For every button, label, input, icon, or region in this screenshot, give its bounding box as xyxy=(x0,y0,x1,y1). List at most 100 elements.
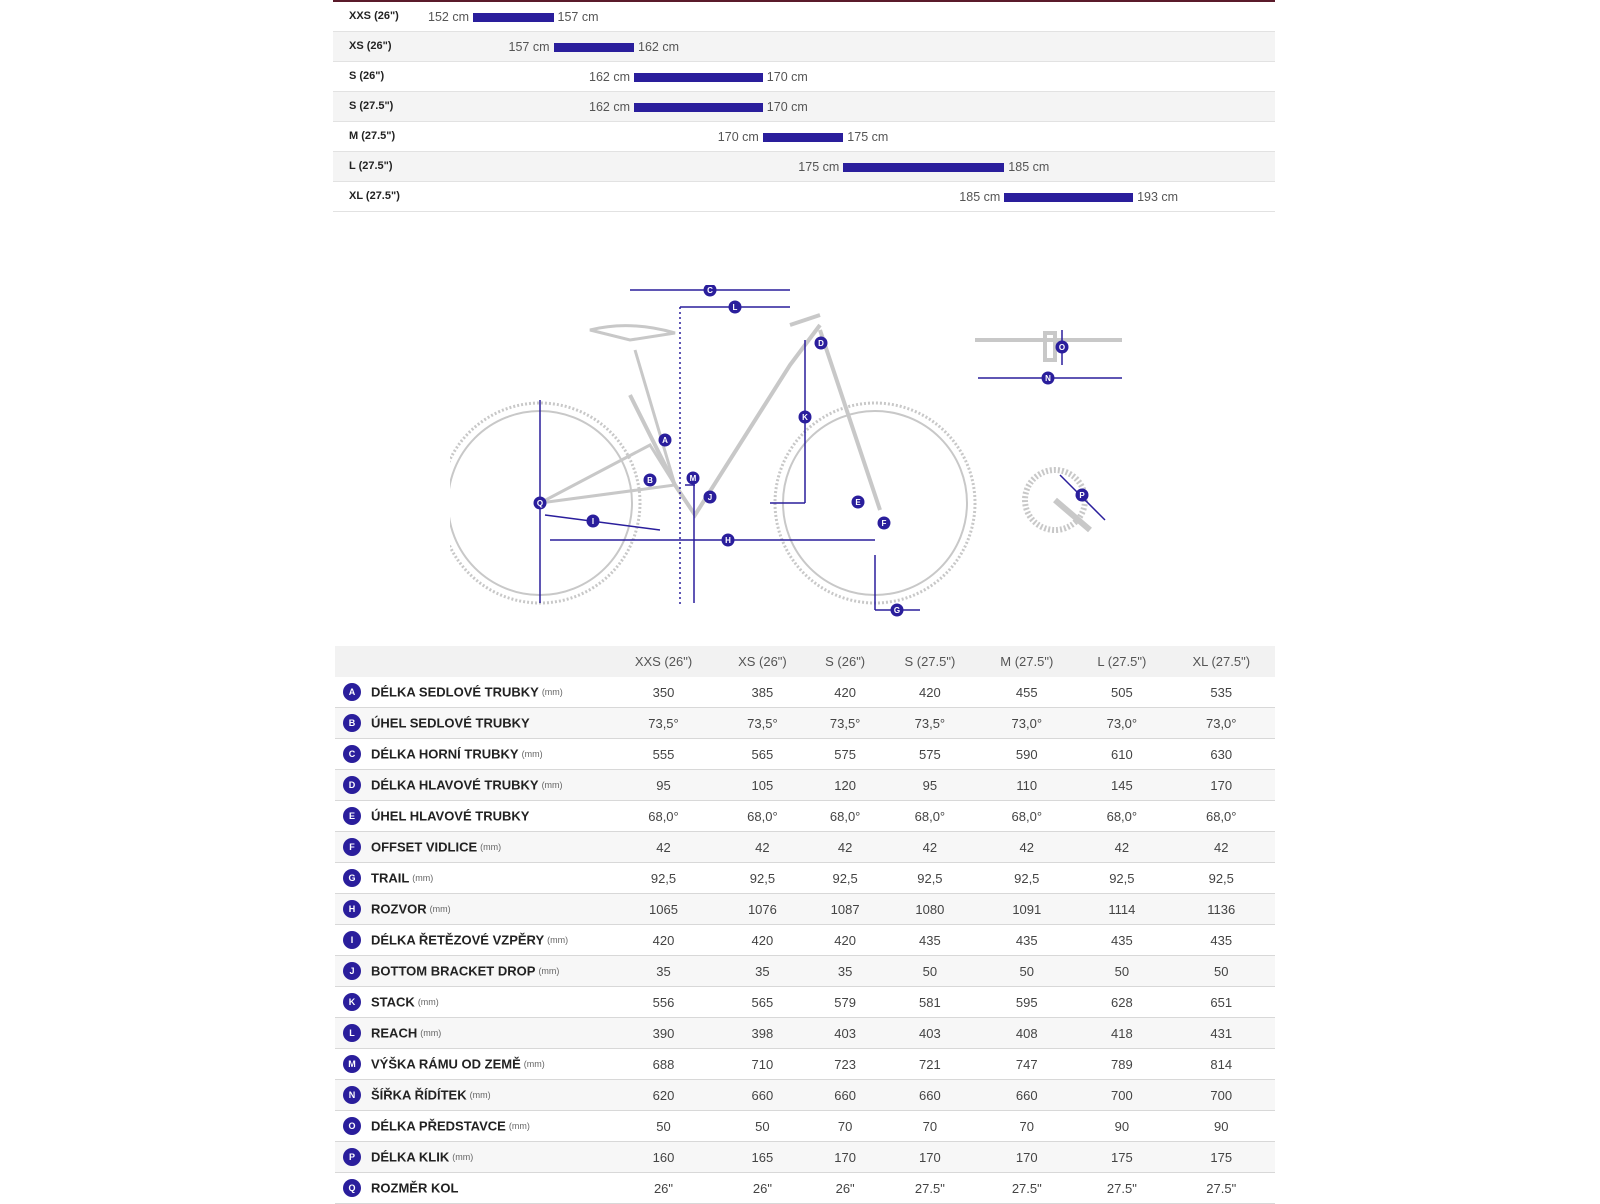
param-cell: E ÚHEL HLAVOVÉ TRUBKY xyxy=(335,800,610,832)
geometry-value: 390 xyxy=(610,1017,717,1049)
geometry-value: 90 xyxy=(1167,1110,1275,1142)
geometry-value: 95 xyxy=(882,769,978,801)
marker-m xyxy=(686,471,700,485)
param-name: OFFSET VIDLICE xyxy=(371,839,478,855)
geometry-value: 1065 xyxy=(610,893,717,925)
param-letter-badge: H xyxy=(343,900,361,918)
geometry-value: 70 xyxy=(977,1110,1077,1142)
geometry-row: F OFFSET VIDLICE (mm) 42 42 42 42 42 42 42 xyxy=(335,831,1275,863)
geometry-value: 651 xyxy=(1167,986,1275,1018)
param-cell: H ROZVOR (mm) xyxy=(335,893,610,925)
marker-label-m: M xyxy=(690,474,697,483)
geometry-value: 170 xyxy=(977,1141,1077,1173)
param-letter-badge: D xyxy=(343,776,361,794)
geometry-row: D DÉLKA HLAVOVÉ TRUBKY (mm) 95 105 120 95 110 14… xyxy=(335,769,1275,801)
geometry-value: 50 xyxy=(882,955,978,987)
geometry-row: B ÚHEL SEDLOVÉ TRUBKY 73,5° 73,5° 73,5° 73,5°… xyxy=(335,707,1275,739)
marker-n xyxy=(1041,371,1055,385)
size-header-l: L (27.5") xyxy=(1076,646,1168,677)
geometry-value: 50 xyxy=(1076,955,1168,987)
geometry-value: 575 xyxy=(807,738,883,770)
param-letter-badge: O xyxy=(343,1117,361,1135)
marker-a xyxy=(658,433,672,447)
param-unit: (mm) xyxy=(538,966,560,976)
geometry-row: A DÉLKA SEDLOVÉ TRUBKY (mm) 350 385 420 420 455… xyxy=(335,677,1275,708)
geometry-value: 92,5 xyxy=(610,862,717,894)
height-max: 193 cm xyxy=(1137,190,1179,204)
height-min: 152 cm xyxy=(428,10,469,24)
size-row: S (26") 162 cm 170 cm xyxy=(333,62,1275,92)
geometry-value: 175 xyxy=(1167,1141,1275,1173)
size-row: XXS (26") 152 cm 157 cm xyxy=(333,2,1275,32)
param-name: DÉLKA HLAVOVÉ TRUBKY xyxy=(371,777,539,793)
geometry-value: 789 xyxy=(1076,1048,1168,1080)
geometry-value: 420 xyxy=(807,677,883,708)
height-max: 157 cm xyxy=(557,10,599,24)
geometry-row: G TRAIL (mm) 92,5 92,5 92,5 92,5 92,5 92,5 92,5 xyxy=(335,862,1275,894)
marker-label-d: D xyxy=(818,339,824,348)
marker-f xyxy=(877,516,891,530)
geometry-value: 165 xyxy=(717,1141,808,1173)
height-min: 162 cm xyxy=(589,70,630,84)
geometry-value: 630 xyxy=(1167,738,1275,770)
geometry-value: 418 xyxy=(1076,1017,1168,1049)
param-cell: Q ROZMĚR KOL xyxy=(335,1172,610,1204)
geometry-value: 455 xyxy=(977,677,1077,708)
geometry-value: 1076 xyxy=(717,893,808,925)
geometry-value: 42 xyxy=(610,831,717,863)
param-cell: F OFFSET VIDLICE (mm) xyxy=(335,831,610,863)
rider-height-size-chart: XXS (26") 152 cm 157 cm XS (26") 157 cm 162 c… xyxy=(333,2,1275,212)
param-unit: (mm) xyxy=(547,935,569,945)
marker-d xyxy=(814,336,828,350)
geometry-value: 27.5" xyxy=(977,1172,1077,1204)
size-header-s275: S (27.5") xyxy=(882,646,978,677)
marker-i xyxy=(586,514,600,528)
param-letter-badge: J xyxy=(343,962,361,980)
geometry-value: 590 xyxy=(977,738,1077,770)
geometry-table: XXS (26") XS (26") S (26") S (27.5") M (… xyxy=(335,646,1275,1204)
geometry-value: 27.5" xyxy=(1167,1172,1275,1204)
geometry-value: 73,5° xyxy=(610,707,717,739)
size-header-xl: XL (27.5") xyxy=(1167,646,1275,677)
marker-c xyxy=(703,285,717,297)
geometry-value: 435 xyxy=(882,924,978,956)
geometry-value: 145 xyxy=(1076,769,1168,801)
geometry-row: H ROZVOR (mm) 1065 1076 1087 1080 1091 1114 1136 xyxy=(335,893,1275,925)
param-name: VÝŠKA RÁMU OD ZEMĚ xyxy=(371,1056,521,1072)
geometry-value: 565 xyxy=(717,986,808,1018)
param-unit: (mm) xyxy=(417,997,439,1007)
geometry-value: 420 xyxy=(717,924,808,956)
marker-label-l: L xyxy=(733,303,738,312)
geometry-value: 73,0° xyxy=(1076,707,1168,739)
marker-label-k: K xyxy=(802,413,808,422)
param-unit: (mm) xyxy=(480,842,502,852)
size-header-xxs: XXS (26") xyxy=(610,646,717,677)
geometry-value: 565 xyxy=(717,738,808,770)
geometry-value: 170 xyxy=(807,1141,883,1173)
geometry-value: 92,5 xyxy=(977,862,1077,894)
geometry-value: 92,5 xyxy=(717,862,808,894)
geometry-value: 1136 xyxy=(1167,893,1275,925)
param-unit: (mm) xyxy=(429,904,451,914)
geometry-row: I DÉLKA ŘETĚZOVÉ VZPĚRY (mm) 420 420 420 435 43… xyxy=(335,924,1275,956)
geometry-value: 581 xyxy=(882,986,978,1018)
stem xyxy=(789,313,821,327)
geometry-value: 398 xyxy=(717,1017,808,1049)
geometry-value: 403 xyxy=(882,1017,978,1049)
geometry-row: O DÉLKA PŘEDSTAVCE (mm) 50 50 70 70 70 90 90 xyxy=(335,1110,1275,1142)
geometry-value: 73,5° xyxy=(717,707,808,739)
height-range-bar xyxy=(762,133,844,142)
marker-q xyxy=(533,496,547,510)
geometry-value: 420 xyxy=(610,924,717,956)
param-unit: (mm) xyxy=(469,1090,491,1100)
geometry-value: 403 xyxy=(807,1017,883,1049)
height-range-bar xyxy=(1004,193,1134,202)
geometry-value: 68,0° xyxy=(610,800,717,832)
param-letter-badge: L xyxy=(343,1024,361,1042)
param-cell: K STACK (mm) xyxy=(335,986,610,1018)
param-name: ÚHEL HLAVOVÉ TRUBKY xyxy=(371,808,530,824)
handlebar-detail xyxy=(975,331,1122,362)
height-max: 175 cm xyxy=(847,130,889,144)
geometry-value: 170 xyxy=(882,1141,978,1173)
geometry-value: 95 xyxy=(610,769,717,801)
